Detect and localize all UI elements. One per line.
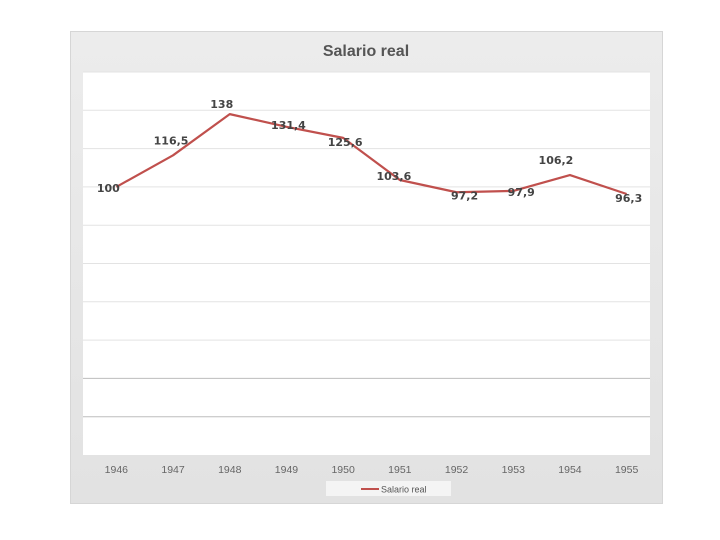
x-tick-label: 1947 [161, 464, 185, 476]
chart-title: Salario real [323, 43, 409, 60]
x-tick-label: 1948 [218, 464, 242, 476]
data-label: 97,2 [451, 189, 478, 202]
x-tick-label: 1952 [445, 464, 469, 476]
data-label: 103,6 [376, 170, 411, 183]
data-label: 138 [210, 98, 233, 111]
data-label: 116,5 [154, 134, 189, 147]
data-label: 97,9 [508, 186, 535, 199]
series-lines [115, 113, 627, 196]
chart: Salario real 1946 1947 1948 1949 1950 1951 195… [83, 43, 650, 496]
gridlines [83, 71, 650, 418]
x-tick-label: 1953 [502, 464, 526, 476]
x-tick-label: 1950 [331, 464, 355, 476]
chart-frame: Salario real 1946 1947 1948 1949 1950 1951 195… [70, 31, 663, 504]
data-label: 100 [97, 182, 120, 195]
legend-box [326, 481, 451, 496]
data-label: 106,2 [539, 154, 574, 167]
legend-label: Salario real [381, 485, 427, 495]
data-label: 125,6 [328, 136, 363, 149]
x-tick-label: 1954 [558, 464, 582, 476]
series-line [115, 113, 627, 196]
data-label: 131,4 [271, 119, 306, 132]
x-tick-label: 1949 [275, 464, 299, 476]
data-label: 96,3 [615, 192, 642, 205]
legend: Salario real [326, 481, 451, 496]
x-tick-label: 1946 [105, 464, 129, 476]
x-tick-label: 1955 [615, 464, 639, 476]
x-tick-label: 1951 [388, 464, 412, 476]
data-labels: 100 116,5 138 131,4 125,6 103,6 97,2 97,9 106,2 9… [97, 98, 642, 205]
x-axis-ticks: 1946 1947 1948 1949 1950 1951 1952 1953 1954 1955 [105, 464, 639, 476]
